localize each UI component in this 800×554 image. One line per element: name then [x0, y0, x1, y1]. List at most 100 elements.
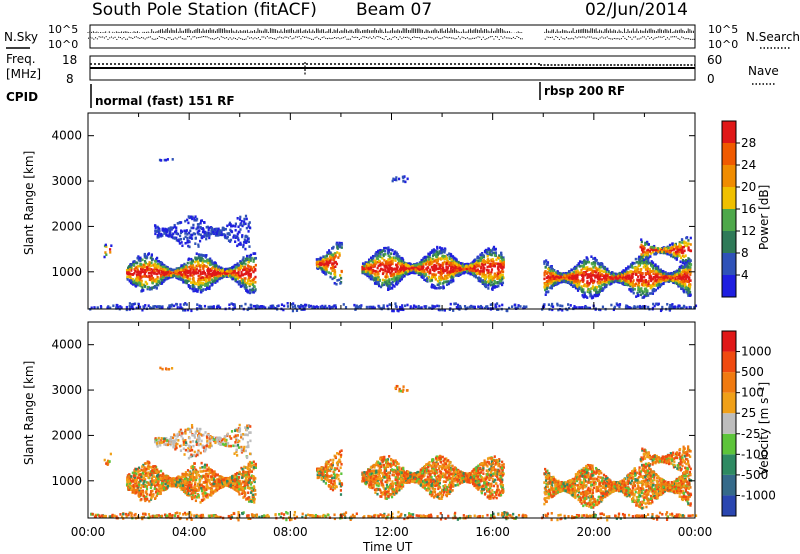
range-cell [481, 281, 484, 284]
range-cell [234, 224, 237, 228]
range-cell [191, 217, 194, 221]
range-cell [168, 272, 172, 276]
nsearch-dot [468, 38, 470, 40]
date-title: 02/Jun/2014 [585, 0, 688, 20]
range-cell [442, 282, 445, 285]
range-cell [439, 286, 442, 289]
range-cell [338, 243, 342, 247]
range-cell [652, 264, 655, 267]
range-cell [202, 265, 205, 269]
range-cell [605, 285, 608, 289]
range-cell [184, 232, 187, 235]
range-cell [156, 256, 159, 260]
nsearch-dot [288, 37, 290, 39]
range-cell [155, 283, 158, 286]
range-cell [243, 272, 246, 276]
range-cell [580, 285, 583, 288]
nsearch-dot [666, 37, 668, 39]
nsearch-dot [316, 36, 318, 38]
range-cell [589, 290, 592, 293]
range-cell [149, 286, 152, 290]
range-cell [193, 286, 196, 289]
range-cell [138, 264, 141, 268]
range-cell [427, 252, 430, 256]
range-cell [481, 279, 484, 282]
range-cell [168, 232, 171, 236]
range-cell [226, 236, 229, 240]
nsearch-dot [385, 36, 387, 38]
range-cell [652, 272, 655, 276]
nsearch-dot [601, 36, 603, 38]
range-cell [229, 270, 232, 273]
range-cell [369, 270, 372, 274]
range-cell [171, 233, 174, 237]
range-cell [334, 260, 337, 264]
range-cell [187, 239, 190, 243]
range-cell [448, 256, 451, 259]
range-cell [156, 236, 159, 239]
range-cell [436, 245, 439, 249]
nsearch-dot [233, 37, 235, 39]
range-cell [157, 226, 160, 230]
range-cell [377, 284, 381, 288]
range-cell [388, 267, 391, 271]
range-cell [196, 290, 199, 293]
range-cell [227, 268, 230, 271]
range-cell [430, 283, 434, 287]
nsearch-dot [353, 37, 355, 39]
range-cell [142, 263, 145, 267]
range-cell [252, 290, 255, 294]
range-cell [637, 260, 640, 264]
range-cell [249, 253, 253, 257]
range-cell [442, 268, 445, 272]
range-cell [576, 278, 580, 282]
range-cell [598, 290, 601, 294]
nsearch-dot [408, 37, 410, 39]
range-cell [203, 264, 206, 267]
range-cell [188, 270, 191, 273]
range-cell [236, 235, 239, 238]
range-cell [187, 283, 190, 287]
cpid-panel: CPID normal (fast) 151 RF rbsp 200 RF [6, 82, 625, 108]
range-cell [176, 269, 180, 272]
range-cell [327, 271, 331, 274]
range-cell [577, 284, 580, 288]
range-cell [125, 269, 129, 272]
nsearch-dot [206, 36, 208, 38]
range-cell [487, 277, 491, 280]
range-cell [134, 266, 137, 270]
range-cell [687, 294, 690, 297]
range-cell [598, 265, 601, 269]
range-cell [197, 229, 200, 233]
range-cell [480, 256, 483, 259]
range-cell [145, 282, 149, 286]
range-cell [135, 279, 138, 282]
range-cell [573, 265, 577, 269]
range-cell [640, 289, 644, 293]
range-cell [570, 268, 573, 272]
nsearch-dot [426, 38, 428, 40]
range-cell [648, 292, 651, 295]
range-cell [681, 287, 684, 291]
range-cell [577, 281, 580, 284]
nsearch-dot [590, 36, 592, 38]
range-cell [178, 221, 181, 225]
range-cell [378, 278, 382, 282]
nsearch-dot [190, 38, 192, 40]
range-cell [389, 271, 392, 275]
range-cell [239, 228, 242, 231]
range-cell [417, 269, 420, 273]
range-cell [209, 281, 212, 285]
range-cell [205, 254, 208, 257]
nsearch-dot [208, 37, 210, 39]
range-cell [141, 283, 144, 287]
range-cell [160, 278, 163, 282]
range-cell [381, 261, 384, 265]
range-cell [386, 275, 389, 279]
range-cell [183, 262, 186, 266]
range-cell [229, 223, 232, 226]
range-cell [197, 277, 200, 281]
range-cell [179, 237, 183, 241]
nsearch-dot [125, 38, 127, 40]
range-cell [136, 268, 139, 272]
